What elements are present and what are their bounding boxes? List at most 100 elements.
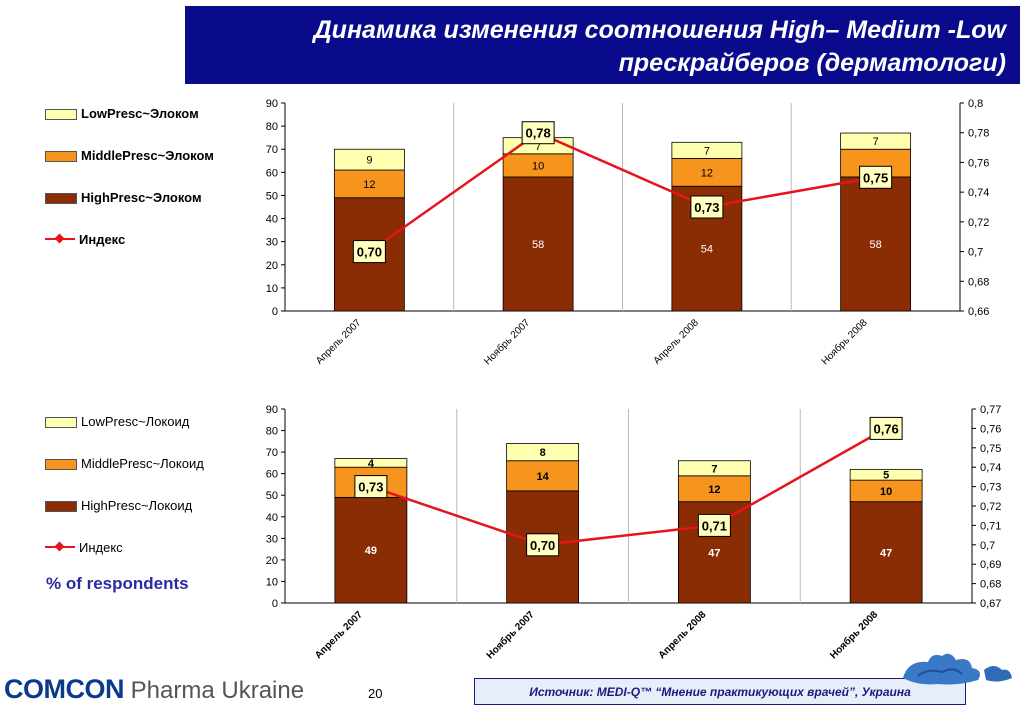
- y2-tick-label: 0,69: [980, 559, 1001, 571]
- legend-item-middle: MiddlePresc~Локоид: [45, 456, 204, 472]
- legend-label: LowPresc~Элоком: [81, 106, 199, 121]
- index-label-box: [859, 165, 893, 189]
- bar-segment-low: [333, 148, 405, 171]
- logo-subtitle: Pharma Ukraine: [124, 677, 305, 704]
- x-tick-label: Апрель 2007: [313, 609, 365, 661]
- index-line: [368, 131, 876, 253]
- y2-tick-label: 0,74: [980, 462, 1001, 474]
- legend-swatch-high: [45, 193, 77, 204]
- bar-segment-low: [671, 141, 743, 159]
- y2-tick-label: 0,7: [968, 247, 983, 259]
- index-label-box: [690, 195, 724, 219]
- page-number: 20: [368, 686, 383, 701]
- y2-tick-label: 0,67: [980, 598, 1001, 610]
- bar-data-label: 7: [711, 463, 717, 475]
- bar-data-label: 5: [883, 470, 889, 482]
- index-data-label: 0,78: [525, 126, 550, 141]
- logo-brand: COMCON: [4, 674, 125, 704]
- legend-label: Индекс: [79, 540, 123, 555]
- bar-segment-low: [334, 458, 408, 468]
- legend-item-index: Индекс: [45, 232, 125, 248]
- bar-data-label: 7: [704, 145, 710, 157]
- bar-data-label: 47: [708, 547, 720, 559]
- legend-label: LowPresc~Локоид: [81, 414, 190, 429]
- y-tick-label: 90: [266, 404, 278, 416]
- bar-segment-low: [506, 443, 580, 462]
- legend-swatch-low: [45, 417, 77, 428]
- y-tick-label: 40: [266, 512, 278, 524]
- y-tick-label: 50: [266, 490, 278, 502]
- y2-tick-label: 0,76: [980, 423, 1001, 435]
- y-tick-label: 20: [266, 555, 278, 567]
- bar-segment-high: [849, 501, 923, 604]
- y2-tick-label: 0,75: [980, 443, 1001, 455]
- y-tick-label: 0: [272, 306, 278, 318]
- index-data-label: 0,73: [694, 200, 719, 215]
- bar-data-label: 49: [365, 545, 377, 557]
- bar-segment-middle: [333, 169, 405, 199]
- y-tick-label: 70: [266, 447, 278, 459]
- bar-segment-low: [849, 468, 923, 481]
- bar-data-label: 58: [870, 239, 882, 251]
- index-data-label: 0,73: [358, 480, 383, 495]
- legend-line-marker: [45, 232, 75, 246]
- index-label-box: [869, 416, 903, 440]
- index-data-label: 0,70: [357, 245, 382, 260]
- bar-segment-high: [840, 176, 912, 312]
- bar-segment-middle: [671, 158, 743, 187]
- bar-data-label: 58: [532, 239, 544, 251]
- title-banner: Динамика изменения соотношения High– Med…: [185, 6, 1020, 84]
- bar-data-label: 4: [368, 458, 375, 470]
- y-tick-label: 40: [266, 214, 278, 226]
- y2-tick-label: 0,66: [968, 306, 989, 318]
- y-tick-label: 80: [266, 121, 278, 133]
- y-tick-label: 30: [266, 533, 278, 545]
- legend-label: Индекс: [79, 232, 126, 247]
- legend-item-middle: MiddlePresc~Элоком: [45, 148, 214, 164]
- index-label-box: [352, 240, 386, 264]
- y-tick-label: 50: [266, 190, 278, 202]
- legend-swatch-middle: [45, 459, 77, 470]
- puzzle-icon: [903, 653, 1012, 685]
- legend-item-low: LowPresc~Элоком: [45, 106, 199, 122]
- bar-data-label: 9: [366, 155, 372, 167]
- index-data-label: 0,70: [530, 538, 555, 553]
- company-logo: COMCON Pharma Ukraine: [4, 674, 304, 705]
- y2-tick-label: 0,71: [980, 520, 1001, 532]
- bar-data-label: 14: [537, 471, 550, 483]
- bar-data-label: 12: [363, 179, 375, 191]
- y2-tick-label: 0,68: [968, 276, 989, 288]
- y2-tick-label: 0,77: [980, 404, 1001, 416]
- y-tick-label: 30: [266, 237, 278, 249]
- y-tick-label: 90: [266, 98, 278, 110]
- legend-item-low: LowPresc~Локоид: [45, 414, 189, 430]
- y-tick-label: 20: [266, 260, 278, 272]
- legend-line-marker: [45, 540, 75, 554]
- bar-data-label: 54: [701, 244, 713, 256]
- y2-tick-label: 0,73: [980, 482, 1001, 494]
- y2-tick-label: 0,78: [968, 128, 989, 140]
- x-tick-label: Ноябрь 2007: [484, 608, 537, 661]
- bar-data-label: 10: [532, 160, 544, 172]
- y-tick-label: 60: [266, 167, 278, 179]
- y-tick-label: 80: [266, 426, 278, 438]
- index-line: [370, 427, 887, 547]
- y2-tick-label: 0,8: [968, 98, 983, 110]
- legend-item-index: Индекс: [45, 540, 123, 556]
- bar-data-label: 7: [873, 136, 879, 148]
- bar-segment-low: [677, 460, 751, 477]
- y2-tick-label: 0,7: [980, 540, 995, 552]
- legend-swatch-middle: [45, 151, 77, 162]
- index-label-box: [697, 513, 731, 537]
- bar-data-label: 10: [880, 486, 892, 498]
- bar-data-label: 12: [701, 167, 713, 179]
- legend-swatch-high: [45, 501, 77, 512]
- legend-swatch-low: [45, 109, 77, 120]
- index-label-box: [521, 121, 555, 145]
- index-data-label: 0,71: [702, 518, 727, 533]
- y-tick-label: 10: [266, 283, 278, 295]
- legend-label: HighPresc~Локоид: [81, 498, 193, 513]
- bar-segment-middle: [506, 460, 580, 492]
- title-line-2: прескрайберов (дерматологи): [618, 49, 1006, 77]
- y2-tick-label: 0,76: [968, 157, 989, 169]
